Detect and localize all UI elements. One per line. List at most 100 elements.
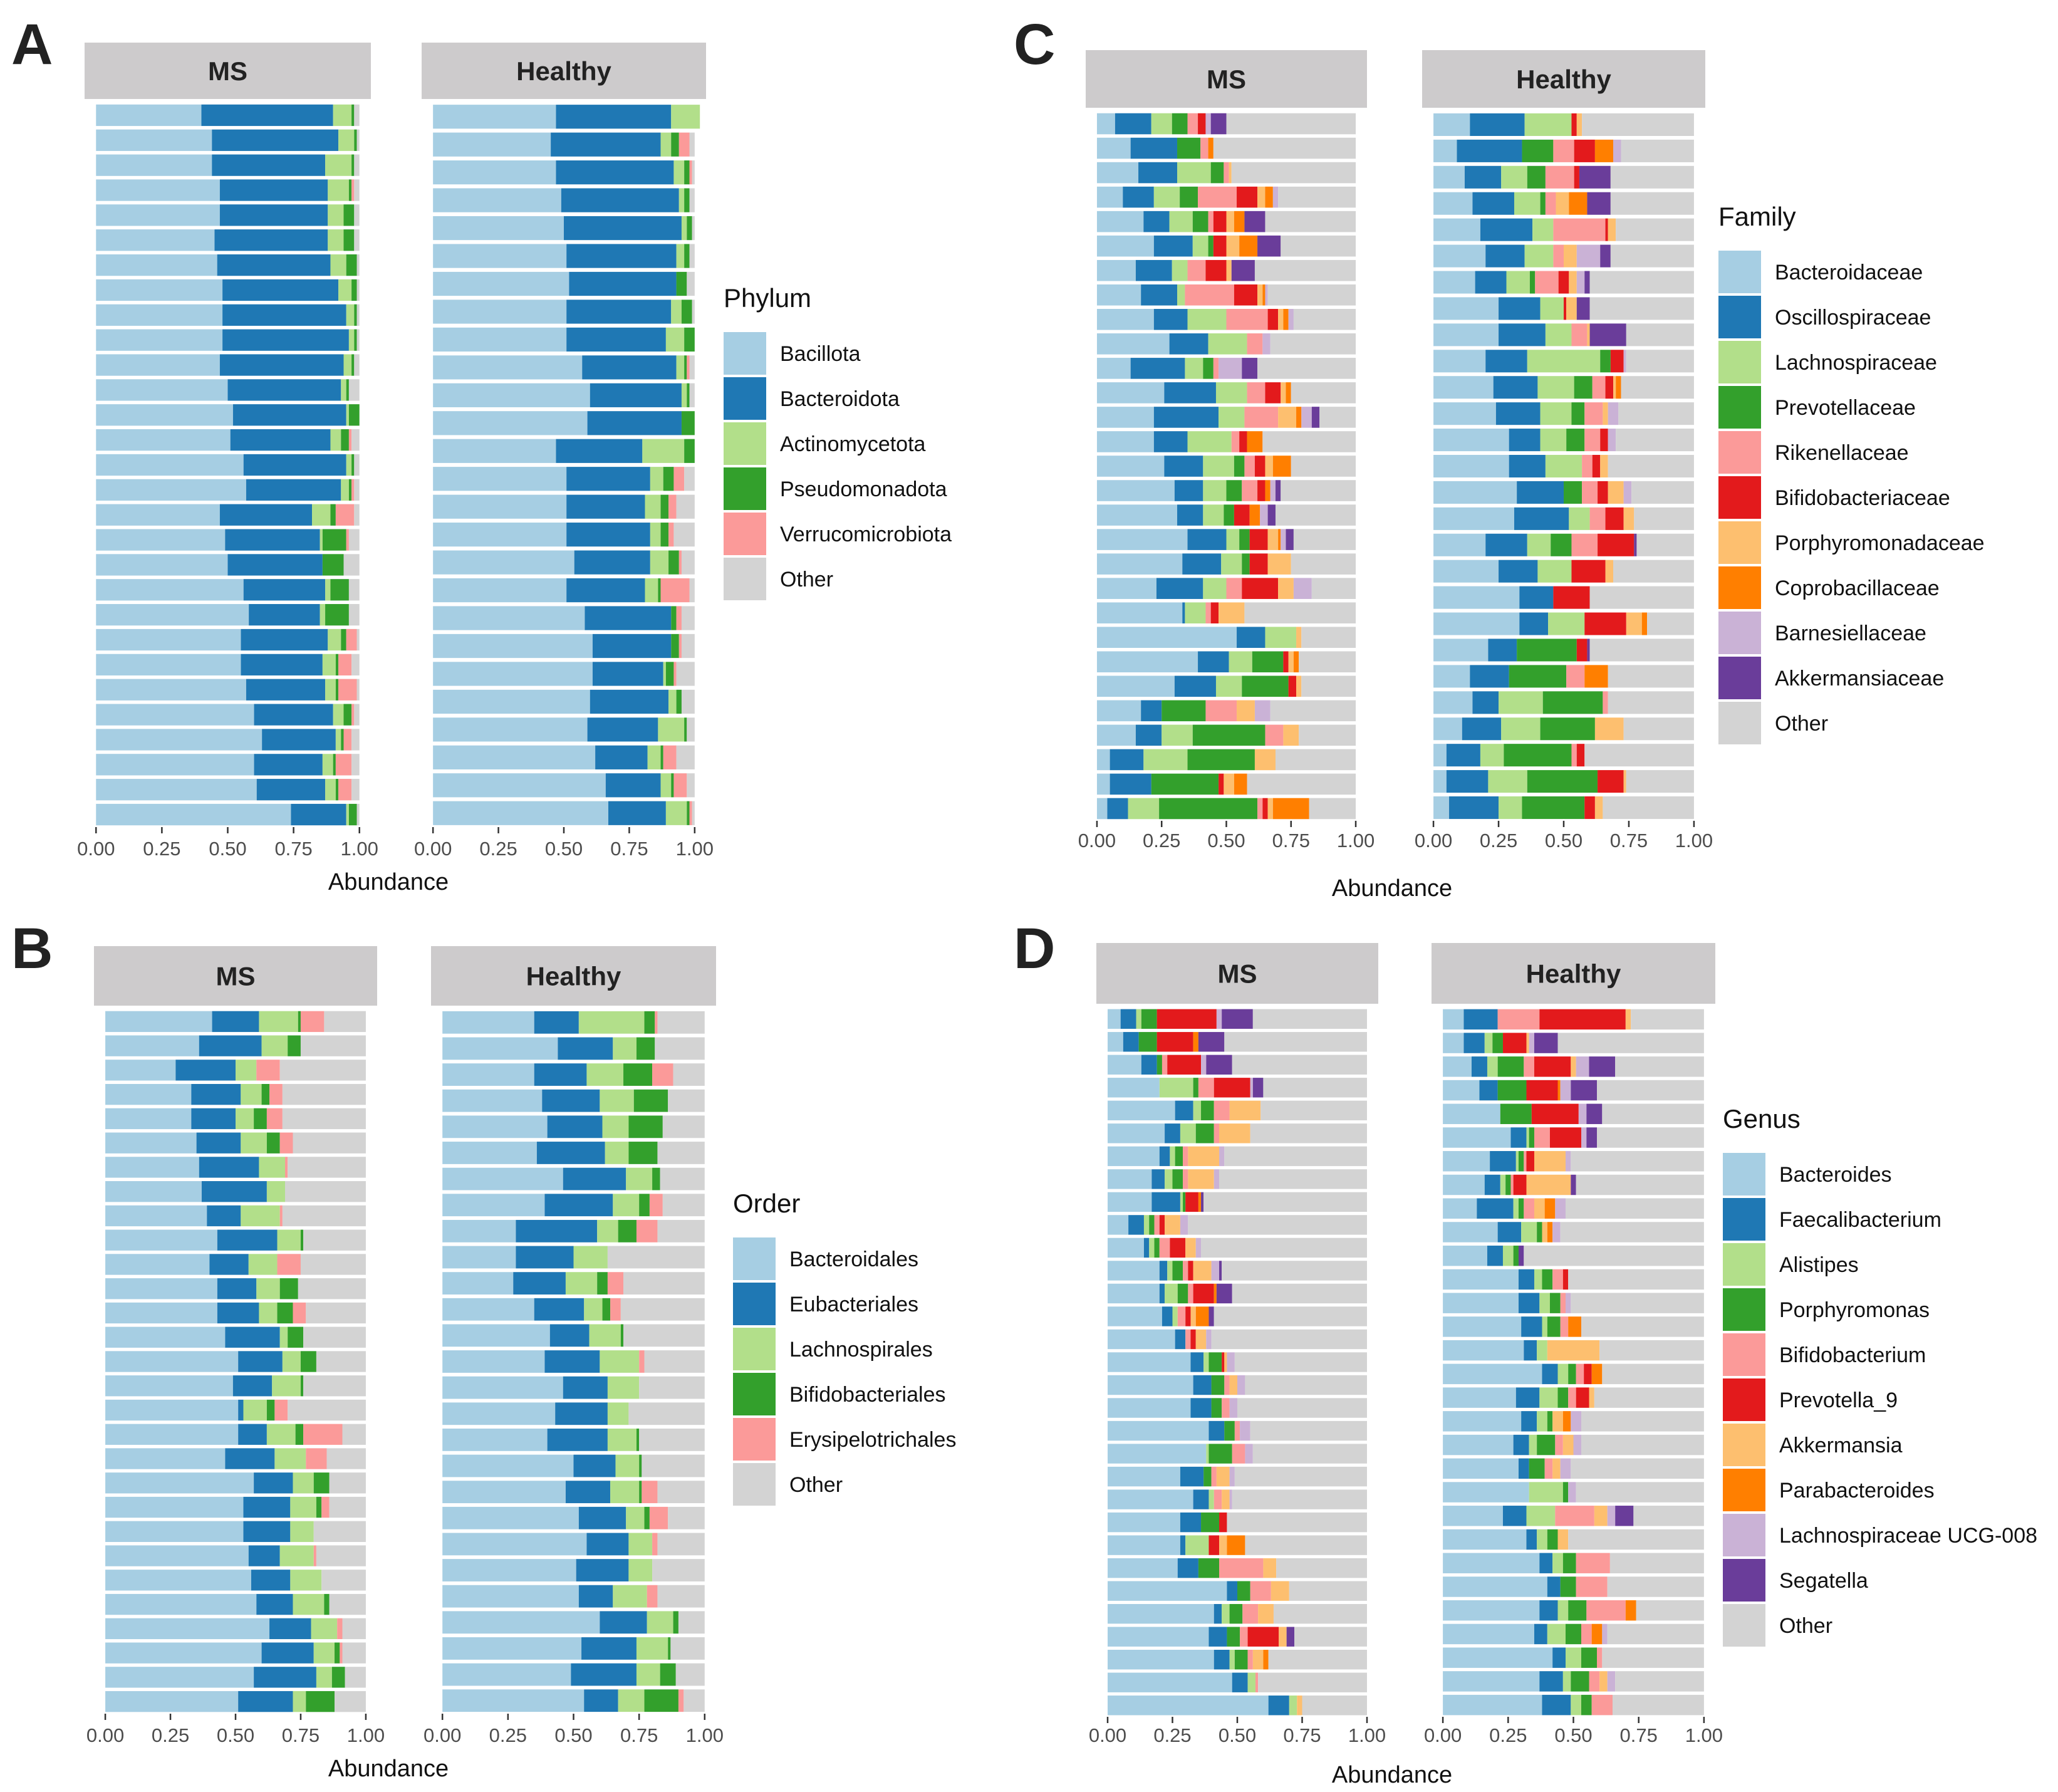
- sample-bar-12: [96, 379, 360, 401]
- sample-bar-15: [1433, 481, 1694, 504]
- bar-segment-prevotella-9: [1190, 1329, 1196, 1350]
- bar-segment-bacteroides: [1108, 1672, 1232, 1692]
- bar-segment-bacteroidales: [105, 1157, 199, 1178]
- bar-segment-lachnospiraceae-ucg-008: [1229, 1489, 1232, 1509]
- bar-segment-lachnospirales: [607, 1428, 637, 1451]
- bar-segment-bacteroidales: [105, 1278, 217, 1300]
- bar-segment-alistipes: [1537, 1529, 1547, 1550]
- bar-segment-rikenellaceae: [1545, 165, 1574, 189]
- bar-segment-prevotellaceae: [1159, 798, 1258, 820]
- bar-segment-bacillota: [96, 504, 220, 526]
- bar-segment-prevotella-9: [1208, 1535, 1220, 1555]
- bar-segment-bifidobacteriaceae: [1553, 586, 1590, 609]
- bar-segment-other: [1594, 1387, 1704, 1408]
- legend-item-bacteroidota: Bacteroidota: [724, 377, 900, 420]
- sample-bar-20: [105, 1472, 366, 1494]
- bar-segment-bacteroidaceae: [1096, 407, 1154, 428]
- bar-segment-bacteroidales: [105, 1132, 197, 1154]
- facet-ms: MS0.00 0.25 0.50 0.75 1.00: [1089, 943, 1386, 1746]
- bar-segment-other: [356, 279, 360, 301]
- bar-segment-akkermansiaceae: [1600, 244, 1611, 268]
- sample-bar-21: [433, 662, 695, 686]
- bar-segment-alistipes: [1487, 1056, 1498, 1077]
- bar-segment-bacteroidota: [254, 754, 323, 776]
- bar-segment-coprobacillaceae: [1272, 798, 1309, 820]
- sample-bar-20: [1096, 578, 1356, 599]
- bar-segment-bacteroidales: [442, 1533, 587, 1556]
- bar-segment-oscillospiraceae: [1495, 402, 1541, 425]
- bar-segment-bacteroidota: [556, 105, 672, 129]
- bar-segment-other: [300, 1035, 366, 1056]
- bar-segment-pseudomonadota: [333, 754, 336, 776]
- sample-bar-13: [105, 1302, 366, 1324]
- bar-segment-bacillota: [96, 154, 212, 176]
- bar-segment-other: [1589, 586, 1694, 609]
- bar-segment-bacteroidales: [442, 1246, 516, 1269]
- bar-segment-porphyromonas: [1537, 1222, 1542, 1242]
- sample-bar-14: [1096, 431, 1356, 452]
- bar-segment-other: [329, 1496, 366, 1518]
- bar-segment-prevotellaceae: [1566, 429, 1585, 452]
- bar-segment-barnesiellaceae: [1623, 481, 1632, 504]
- bar-segment-bifidobacteriales: [644, 1506, 650, 1529]
- bar-segment-oscillospiraceae: [1164, 382, 1216, 404]
- bar-segment-oscillospiraceae: [1462, 717, 1502, 741]
- bar-segment-other: [692, 160, 695, 185]
- bar-segment-lachnospirales: [266, 1181, 286, 1202]
- bar-segment-other: [1213, 1306, 1367, 1326]
- bar-segment-pseudomonadota: [341, 429, 349, 451]
- bar-segment-bacteroidota: [582, 355, 677, 380]
- bar-segment-pseudomonadota: [330, 579, 349, 601]
- sample-bar-8: [96, 279, 360, 301]
- bar-segment-bifidobacteriaceae: [1584, 612, 1626, 635]
- bar-segment-erysipelotrichales: [321, 1496, 330, 1518]
- bar-segment-bacteroides: [1443, 1647, 1553, 1668]
- bar-segment-other: [1602, 1363, 1704, 1385]
- x-tick-label: 0.75: [1283, 1724, 1321, 1746]
- bar-segment-lachnospirales: [241, 1083, 262, 1105]
- bar-segment-coprobacillaceae: [1286, 382, 1291, 404]
- panel-letter-b: B: [11, 917, 53, 981]
- bar-segment-prevotella-9: [1156, 1032, 1193, 1052]
- bar-segment-akkermansia: [1562, 1434, 1574, 1456]
- bar-segment-rikenellaceae: [1571, 744, 1577, 767]
- bar-segment-porphyromonadaceae: [1278, 309, 1284, 330]
- bar-segment-other: [684, 467, 695, 491]
- bar-segment-pseudomonadota: [343, 204, 355, 226]
- bar-segment-porphyromonadaceae: [1226, 211, 1234, 232]
- bar-segment-rikenellaceae: [1198, 186, 1237, 208]
- bar-segment-oscillospiraceae: [1514, 507, 1569, 530]
- bar-segment-other: [655, 1037, 705, 1060]
- bar-segment-lachnospiraceae: [1153, 186, 1180, 208]
- bar-segment-eubacteriales: [175, 1060, 236, 1081]
- bar-segment-pseudomonadota: [684, 188, 690, 212]
- bar-segment-bifidobacteriaceae: [1237, 186, 1258, 208]
- bar-segment-porphyromonas: [1513, 1245, 1519, 1266]
- x-tick-label: 0.25: [143, 838, 180, 860]
- bar-segment-akkermansia: [1195, 1329, 1207, 1350]
- bar-segment-porphyromonas: [1568, 1600, 1587, 1621]
- sample-bar-14: [442, 1350, 705, 1373]
- bar-segment-bacteroidaceae: [1433, 691, 1473, 714]
- bar-segment-actinomycetota: [346, 803, 349, 826]
- bar-segment-other: [1621, 376, 1694, 399]
- bar-segment-other: [326, 1448, 366, 1469]
- bar-segment-bacteroides: [1443, 1671, 1540, 1692]
- bar-segment-porphyromonadaceae: [1566, 297, 1577, 320]
- bar-segment-bacillota: [96, 704, 254, 726]
- bar-segment-other: [1309, 798, 1356, 820]
- bar-segment-erysipelotrichales: [340, 1642, 343, 1664]
- bar-segment-bacteroidaceae: [1096, 480, 1175, 501]
- bar-segment-bifidobacteriaceae: [1610, 350, 1624, 373]
- bar-segment-bacteroides: [1108, 1078, 1160, 1098]
- bar-segment-other: [1608, 691, 1694, 714]
- bar-segment-porphyromonadaceae: [1226, 235, 1240, 257]
- bar-segment-other: [1289, 1581, 1367, 1601]
- bar-segment-lachnospirales: [600, 1089, 634, 1112]
- x-tick-label: 0.50: [1554, 1724, 1592, 1746]
- bar-segment-lachnospirales: [259, 1157, 286, 1178]
- bar-segment-parabacteroides: [1195, 1306, 1209, 1326]
- sample-bar-8: [1108, 1169, 1367, 1189]
- bar-segment-oscillospiraceae: [1138, 162, 1178, 184]
- bar-segment-bacteroidaceae: [1096, 773, 1110, 795]
